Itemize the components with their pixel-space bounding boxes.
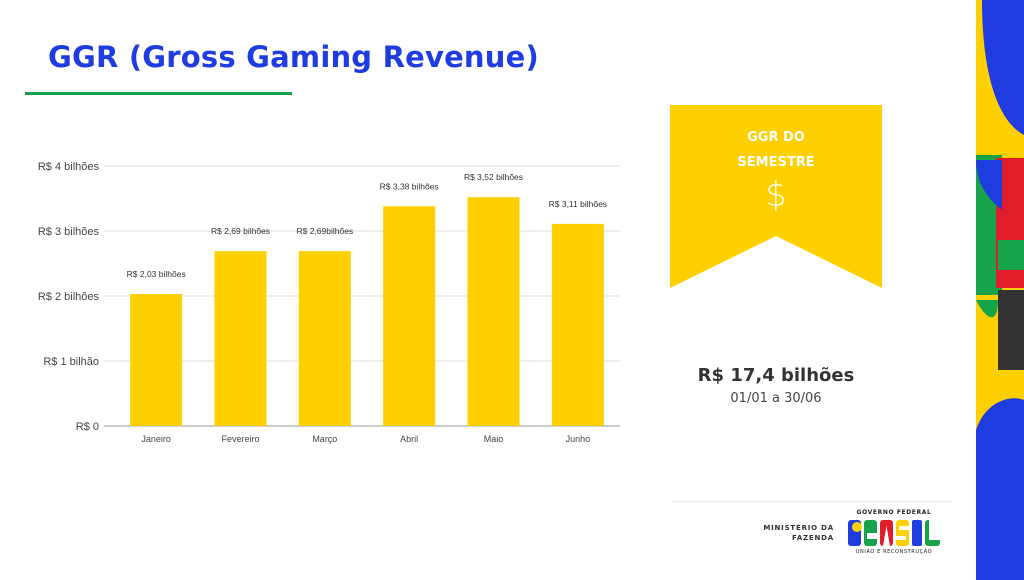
bar	[130, 294, 183, 426]
gov-bottom-text: UNIÃO E RECONSTRUÇÃO	[855, 549, 933, 555]
ministry-line-1: MINISTÉRIO DA	[763, 524, 834, 532]
dollar-icon: $	[765, 175, 787, 215]
bar	[298, 251, 351, 426]
semester-banner: GGR DO SEMESTRE $	[670, 105, 882, 288]
x-tick-label: Fevereiro	[221, 434, 259, 444]
y-tick-label: R$ 1 bilhão	[43, 356, 99, 368]
governo-federal-logo: GOVERNO FEDERAL UNIÃO E RECONSTRUÇÃO	[844, 509, 944, 557]
x-tick-label: Abril	[400, 434, 418, 444]
bar	[467, 197, 520, 426]
banner-line-1: GGR DO	[747, 130, 805, 145]
bar	[551, 223, 604, 426]
x-tick-label: Maio	[484, 434, 504, 444]
data-label: R$ 3,38 bilhões	[380, 181, 439, 191]
gov-top-text: GOVERNO FEDERAL	[856, 509, 932, 516]
data-label: R$ 3,11 bilhões	[549, 199, 607, 209]
y-tick-label: R$ 4 bilhões	[38, 161, 100, 173]
y-tick-label: R$ 2 bilhões	[38, 291, 100, 303]
bar	[383, 206, 436, 426]
brasil-wordmark-logo	[848, 520, 940, 546]
y-tick-label: R$ 0	[76, 421, 99, 433]
page-title: GGR (Gross Gaming Revenue)	[48, 40, 539, 74]
bar	[214, 251, 267, 426]
ggr-bar-chart: R$ 0 R$ 1 bilhão R$ 2 bilhões R$ 3 bilhões R…	[38, 161, 620, 444]
x-tick-label: Janeiro	[141, 434, 171, 444]
footer-divider	[672, 501, 952, 502]
data-label: R$ 2,69 bilhões	[211, 226, 270, 236]
ministry-line-2: FAZENDA	[792, 534, 834, 542]
data-label: R$ 3,52 bilhões	[464, 172, 523, 182]
x-tick-label: Junho	[566, 434, 591, 444]
banner-shape	[670, 105, 882, 288]
data-label: R$ 2,03 bilhões	[127, 269, 186, 279]
banner-title: GGR DO SEMESTRE	[670, 125, 882, 175]
banner-line-2: SEMESTRE	[737, 155, 815, 170]
semester-total: R$ 17,4 bilhões	[697, 365, 855, 386]
title-underline	[25, 92, 292, 95]
semester-period: 01/01 a 30/06	[730, 391, 822, 406]
decorative-color-band	[976, 0, 1024, 580]
data-label: R$ 2,69bilhões	[296, 226, 353, 236]
x-tick-label: Março	[312, 434, 337, 444]
ministry-logo-text: MINISTÉRIO DA FAZENDA	[740, 523, 834, 543]
y-tick-label: R$ 3 bilhões	[38, 226, 100, 238]
